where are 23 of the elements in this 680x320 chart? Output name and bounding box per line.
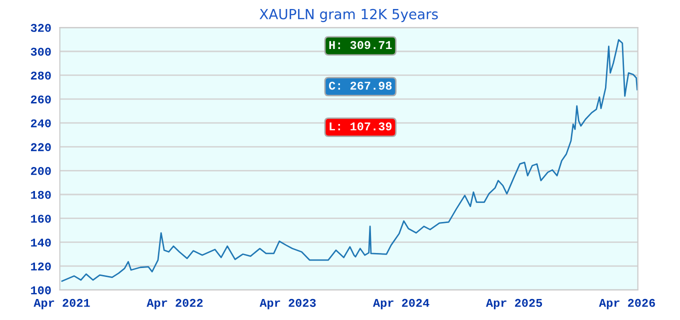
y-tick-label: 320 [30, 24, 51, 32]
annotation: H: 309.71 [329, 41, 392, 50]
annotation: L: 107.39 [330, 122, 392, 130]
y-tick-label: 300 [30, 48, 51, 56]
x-tick-label: Apr 2022 [146, 298, 203, 310]
x-tick-label: Apr 2025 [486, 298, 542, 310]
y-tick-label: 120 [31, 262, 51, 270]
y-tick-label: 220 [30, 143, 51, 152]
x-tick-label: Apr 2026 [598, 298, 655, 310]
x-tick-label: Apr 2021 [34, 298, 90, 310]
y-tick-label: 260 [30, 95, 51, 104]
y-tick-label: 160 [31, 214, 51, 223]
chart-title: XAUPLN gram 12K 5years [260, 8, 438, 22]
annotation: C: 267.98 [328, 82, 392, 90]
y-tick-label: 140 [31, 238, 51, 247]
y-tick-label: 240 [30, 119, 51, 128]
y-tick-label: 100 [31, 286, 51, 294]
y-tick-label: 280 [30, 72, 51, 80]
y-tick-label: 180 [31, 190, 51, 199]
x-tick-label: Apr 2023 [260, 298, 316, 310]
y-tick-label: 200 [30, 167, 51, 176]
line-series [61, 39, 638, 282]
x-tick-label: Apr 2024 [372, 298, 430, 310]
